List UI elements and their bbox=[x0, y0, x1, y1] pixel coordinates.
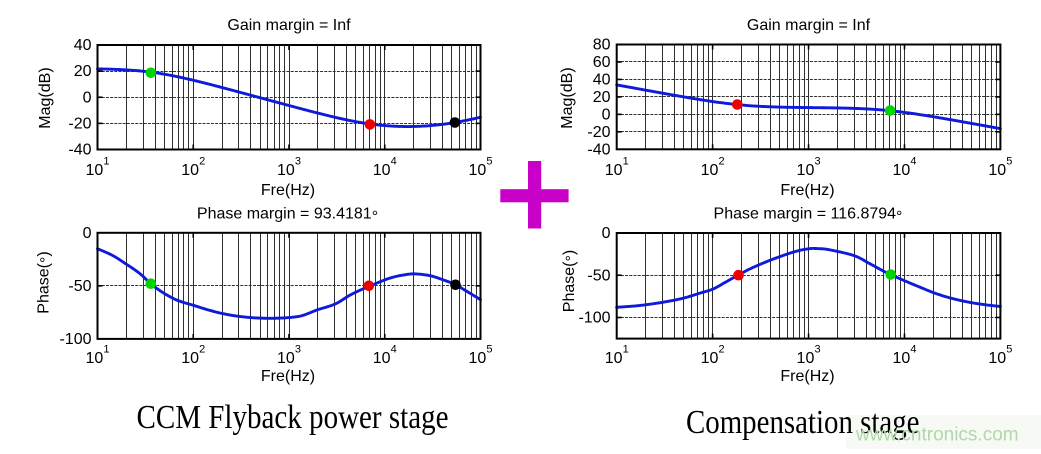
svg-text:2: 2 bbox=[719, 156, 725, 168]
svg-text:3: 3 bbox=[295, 156, 301, 168]
svg-text:0: 0 bbox=[83, 225, 92, 242]
svg-text:1: 1 bbox=[103, 156, 109, 168]
svg-text:1: 1 bbox=[623, 156, 629, 168]
svg-text:-50: -50 bbox=[587, 267, 610, 284]
svg-text:-40: -40 bbox=[68, 142, 91, 159]
svg-text:20: 20 bbox=[74, 63, 92, 80]
svg-text:3: 3 bbox=[814, 343, 820, 355]
svg-text:40: 40 bbox=[593, 72, 611, 89]
svg-text:Mag(dB): Mag(dB) bbox=[37, 67, 54, 128]
svg-text:10: 10 bbox=[373, 162, 391, 179]
svg-text:2: 2 bbox=[199, 156, 205, 168]
svg-text:10: 10 bbox=[797, 350, 815, 367]
svg-text:10: 10 bbox=[469, 350, 487, 367]
svg-text:5: 5 bbox=[486, 156, 492, 168]
svg-text:Fre(Hz): Fre(Hz) bbox=[780, 368, 834, 385]
svg-text:Phase(°): Phase(°) bbox=[36, 251, 56, 313]
svg-text:Mag(dB): Mag(dB) bbox=[559, 67, 576, 128]
svg-text:20: 20 bbox=[593, 89, 611, 106]
svg-text:60: 60 bbox=[593, 54, 611, 71]
svg-text:4: 4 bbox=[910, 156, 916, 168]
svg-text:Phase margin = 116.8794°: Phase margin = 116.8794° bbox=[714, 206, 903, 226]
svg-text:10: 10 bbox=[277, 162, 295, 179]
svg-text:10: 10 bbox=[86, 162, 104, 179]
svg-text:0: 0 bbox=[83, 89, 92, 106]
svg-text:10: 10 bbox=[605, 162, 623, 179]
svg-text:1: 1 bbox=[623, 343, 629, 355]
svg-text:5: 5 bbox=[486, 343, 492, 355]
svg-text:Gain margin = Inf: Gain margin = Inf bbox=[747, 17, 871, 34]
svg-text:10: 10 bbox=[892, 162, 910, 179]
svg-text:Fre(Hz): Fre(Hz) bbox=[261, 368, 315, 385]
svg-text:10: 10 bbox=[469, 162, 487, 179]
svg-text:1: 1 bbox=[103, 343, 109, 355]
svg-text:5: 5 bbox=[1006, 343, 1012, 355]
svg-text:-100: -100 bbox=[59, 331, 91, 348]
svg-text:5: 5 bbox=[1006, 156, 1012, 168]
svg-text:10: 10 bbox=[373, 350, 391, 367]
svg-text:0: 0 bbox=[602, 106, 611, 123]
svg-text:Gain margin = Inf: Gain margin = Inf bbox=[227, 17, 351, 34]
svg-text:Phase margin = 93.4181°: Phase margin = 93.4181° bbox=[197, 206, 378, 226]
svg-text:Fre(Hz): Fre(Hz) bbox=[780, 182, 834, 199]
svg-text:80: 80 bbox=[593, 37, 611, 54]
svg-text:10: 10 bbox=[181, 350, 199, 367]
svg-text:4: 4 bbox=[391, 156, 397, 168]
svg-text:10: 10 bbox=[605, 350, 623, 367]
svg-text:0: 0 bbox=[602, 225, 611, 242]
svg-text:3: 3 bbox=[814, 156, 820, 168]
svg-text:2: 2 bbox=[199, 343, 205, 355]
svg-text:4: 4 bbox=[910, 343, 916, 355]
svg-text:CCM Flyback power stage: CCM Flyback power stage bbox=[137, 399, 449, 436]
svg-text:Compensation stage: Compensation stage bbox=[686, 404, 920, 441]
svg-text:Phase(°): Phase(°) bbox=[561, 250, 581, 312]
svg-text:-20: -20 bbox=[587, 124, 610, 141]
svg-text:4: 4 bbox=[391, 343, 397, 355]
svg-text:3: 3 bbox=[295, 343, 301, 355]
svg-text:10: 10 bbox=[701, 162, 719, 179]
svg-text:-50: -50 bbox=[68, 278, 91, 295]
svg-text:-40: -40 bbox=[587, 141, 610, 158]
svg-text:2: 2 bbox=[719, 343, 725, 355]
svg-text:10: 10 bbox=[701, 350, 719, 367]
svg-text:10: 10 bbox=[181, 162, 199, 179]
svg-text:10: 10 bbox=[988, 162, 1006, 179]
svg-text:www.cntronics.com: www.cntronics.com bbox=[855, 425, 1019, 446]
svg-text:10: 10 bbox=[892, 350, 910, 367]
svg-text:-20: -20 bbox=[68, 115, 91, 132]
svg-text:10: 10 bbox=[797, 162, 815, 179]
svg-text:Fre(Hz): Fre(Hz) bbox=[261, 182, 315, 199]
svg-text:-100: -100 bbox=[578, 310, 610, 327]
svg-text:10: 10 bbox=[277, 350, 295, 367]
svg-text:10: 10 bbox=[86, 350, 104, 367]
svg-text:40: 40 bbox=[74, 37, 92, 54]
svg-text:10: 10 bbox=[988, 350, 1006, 367]
